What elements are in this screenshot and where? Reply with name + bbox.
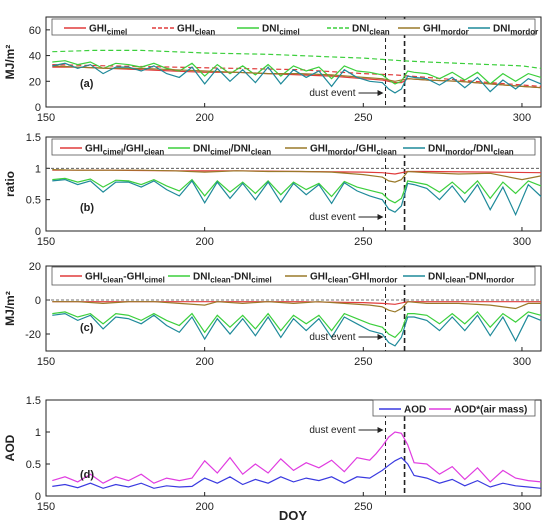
series-line-diff_dni_cimel: [52, 311, 542, 339]
legend-label: DNImordor: [493, 24, 538, 37]
series-line-ghi_mordor: [52, 65, 542, 89]
x-axis-title: DOY: [279, 508, 308, 523]
y-tick-label: 0: [35, 295, 41, 307]
legend-label: GHImordor/GHIclean: [310, 144, 397, 157]
dust-event-label: dust event: [309, 425, 355, 436]
legend-label: GHIclean: [177, 24, 215, 37]
panel-label: (c): [80, 322, 94, 334]
legend-label: AOD: [404, 405, 426, 416]
legend-label: DNIclean-DNIcimel: [193, 272, 272, 285]
series-line-diff_ghi_mordor: [52, 301, 541, 313]
dust-event-arrowhead: [377, 334, 384, 340]
legend-label: GHIclean-GHIcimel: [85, 272, 165, 285]
x-tick-label: 200: [195, 356, 213, 368]
dust-event-label: dust event: [309, 212, 355, 223]
legend-label: DNImordor/DNIclean: [428, 144, 514, 157]
x-tick-label: 250: [354, 356, 372, 368]
x-tick-label: 250: [354, 501, 372, 513]
y-tick-label: 1.5: [26, 132, 41, 144]
y-tick-label: 1.5: [26, 395, 41, 407]
series-line-ratio_ghi_mordor: [52, 169, 542, 183]
y-axis-title: AOD: [3, 434, 17, 461]
y-tick-label: 1: [35, 163, 41, 175]
panel-1: 150 200 250 300 0 20 40 60 MJ/m² dust event (a) GHI…: [3, 16, 542, 124]
panel-label: (d): [80, 469, 94, 481]
dust-event-arrowhead: [377, 427, 384, 433]
x-tick-label: 300: [513, 356, 531, 368]
series-line-ratio_dni_cimel: [52, 177, 542, 204]
plot-frame: [45, 136, 542, 232]
y-tick-label: 60: [29, 25, 41, 37]
x-tick-label: 200: [195, 236, 213, 248]
x-tick-label: 150: [37, 501, 55, 513]
x-tick-label: 300: [513, 112, 531, 124]
legend-box: [372, 399, 536, 417]
plot-frame: [45, 16, 542, 108]
y-tick-label: 0.5: [26, 459, 41, 471]
x-tick-label: 150: [37, 356, 55, 368]
x-tick-label: 200: [195, 501, 213, 513]
dust-event-arrowhead: [377, 214, 384, 220]
legend-label: DNIcimel: [262, 24, 300, 37]
y-axis-title: MJ/m²: [3, 291, 17, 326]
legend-label: GHIcimel/GHIclean: [85, 144, 164, 157]
series-line-aod: [52, 456, 542, 489]
dust-event-arrowhead: [377, 90, 384, 96]
panel-label: (b): [80, 202, 94, 214]
x-tick-label: 300: [513, 236, 531, 248]
x-tick-label: 150: [37, 236, 55, 248]
x-tick-label: 200: [195, 112, 213, 124]
x-tick-label: 250: [354, 112, 372, 124]
legend-box: [51, 138, 536, 156]
series-line-dni_cimel: [52, 60, 542, 85]
series-line-dni_clean: [52, 49, 542, 69]
series-line-ratio_dni_mordor: [52, 178, 542, 217]
y-tick-label: 0: [35, 491, 41, 503]
y-tick-label: 0: [35, 102, 41, 114]
y-tick-label: 1: [35, 427, 41, 439]
legend-label: GHIclean-GHImordor: [310, 272, 397, 285]
y-tick-label: -20: [25, 329, 41, 341]
panel-3: 150 200 250 300 -20 0 20 MJ/m² dust event (c) GHIc…: [3, 261, 542, 368]
legend-label: GHImordor: [423, 24, 469, 37]
x-tick-label: 300: [513, 501, 531, 513]
legend-label: DNIclean-DNImordor: [428, 272, 514, 285]
x-tick-label: 150: [37, 112, 55, 124]
y-axis-title: MJ/m²: [3, 45, 17, 80]
panel-2: 150 200 250 300 0 0.5 1 1.5 ratio dust event (b) GH…: [3, 132, 542, 248]
legend-label: DNIcimel/DNIclean: [193, 144, 271, 157]
legend-label: DNIclean: [352, 24, 390, 37]
y-tick-label: 40: [29, 51, 41, 63]
y-axis-title: ratio: [3, 171, 17, 197]
dust-event-label: dust event: [309, 88, 355, 99]
legend-label: AOD*(air mass): [454, 405, 527, 416]
y-tick-label: 20: [29, 261, 41, 273]
dust-event-label: dust event: [309, 332, 355, 343]
panel-4: 150 200 250 300 0 0.5 1 1.5 AOD dust event (d) AOD A…: [3, 395, 542, 513]
x-tick-label: 250: [354, 236, 372, 248]
legend-label: GHIcimel: [89, 24, 127, 37]
legend-box: [51, 18, 536, 36]
y-tick-label: 0.5: [26, 195, 41, 207]
series-line-diff_dni_mordor: [52, 312, 542, 347]
plot-frame: [45, 399, 542, 497]
y-tick-label: 20: [29, 76, 41, 88]
series-line-dni_mordor: [52, 62, 542, 94]
panel-label: (a): [80, 78, 94, 90]
y-tick-label: 0: [35, 226, 41, 238]
plot-frame: [45, 265, 542, 352]
series-line-aod_airmass: [52, 431, 542, 484]
